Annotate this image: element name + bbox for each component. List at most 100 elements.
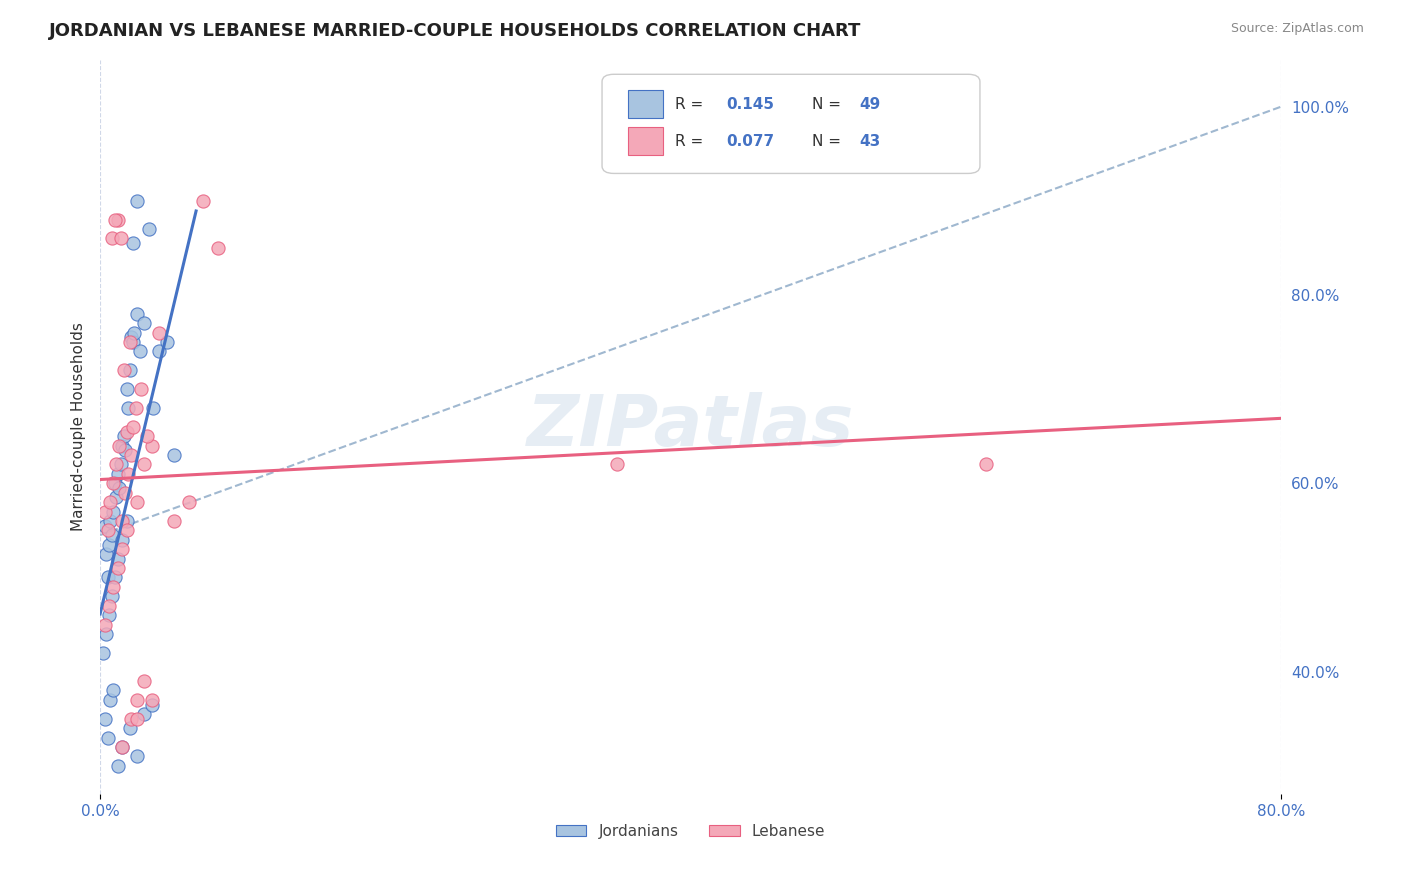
Point [115, 524, 138, 538]
Point [148, 326, 170, 340]
Point [103, 504, 125, 518]
Point [974, 458, 997, 472]
Point [96, 524, 118, 538]
FancyBboxPatch shape [602, 74, 980, 173]
Bar [628, 90, 664, 119]
Text: 49: 49 [859, 97, 880, 112]
Point [115, 425, 138, 439]
Bar [628, 128, 664, 155]
Point [114, 443, 136, 458]
Point [111, 533, 134, 547]
Point [94, 627, 117, 641]
Point [107, 758, 129, 772]
Point [141, 693, 163, 707]
Point [155, 334, 177, 349]
Point [125, 307, 148, 321]
Point [125, 693, 148, 707]
Point [148, 344, 170, 359]
Point [111, 514, 134, 528]
Point [108, 481, 131, 495]
Point [125, 194, 148, 208]
Point [98, 537, 121, 551]
Point [111, 739, 134, 754]
Point [103, 580, 125, 594]
Point [134, 673, 156, 688]
Point [101, 528, 124, 542]
Point [142, 401, 165, 415]
Point [107, 551, 129, 566]
Text: 0.145: 0.145 [725, 97, 775, 112]
Text: Source: ZipAtlas.com: Source: ZipAtlas.com [1230, 22, 1364, 36]
Point [93, 518, 115, 533]
Text: ZIPatlas: ZIPatlas [527, 392, 855, 461]
Point [177, 495, 200, 509]
Point [163, 514, 186, 528]
Point [115, 514, 138, 528]
Point [101, 231, 124, 245]
Point [141, 439, 163, 453]
Text: R =: R = [675, 134, 709, 149]
Point [94, 547, 117, 561]
Point [129, 344, 152, 359]
Point [100, 693, 122, 707]
Point [103, 683, 125, 698]
Point [98, 608, 121, 623]
Point [121, 334, 143, 349]
Point [108, 439, 131, 453]
Point [91, 646, 114, 660]
Point [100, 495, 122, 509]
Point [111, 739, 134, 754]
Point [104, 212, 127, 227]
Point [141, 698, 163, 712]
Text: N =: N = [813, 134, 846, 149]
Point [93, 617, 115, 632]
Text: 0.077: 0.077 [725, 134, 775, 149]
Point [98, 599, 121, 613]
Legend: Jordanians, Lebanese: Jordanians, Lebanese [550, 818, 831, 845]
Point [118, 363, 141, 377]
Point [103, 476, 125, 491]
Point [93, 712, 115, 726]
Point [93, 504, 115, 518]
Point [125, 495, 148, 509]
Point [134, 706, 156, 721]
Point [114, 485, 136, 500]
Text: R =: R = [675, 97, 709, 112]
Point [96, 570, 118, 584]
Point [117, 401, 139, 415]
Point [124, 401, 146, 415]
Point [117, 467, 139, 481]
Point [105, 491, 128, 505]
Point [121, 419, 143, 434]
Point [112, 363, 135, 377]
Point [125, 749, 148, 764]
Point [111, 542, 134, 557]
Point [101, 589, 124, 603]
Point [110, 231, 132, 245]
Point [134, 458, 156, 472]
Point [136, 429, 159, 443]
Point [111, 439, 134, 453]
Point [138, 222, 160, 236]
Point [120, 448, 142, 462]
Point [118, 721, 141, 735]
Point [107, 467, 129, 481]
Point [122, 326, 145, 340]
Point [134, 316, 156, 330]
Point [118, 334, 141, 349]
Point [193, 194, 215, 208]
Point [120, 330, 142, 344]
Y-axis label: Married-couple Households: Married-couple Households [72, 322, 86, 532]
Point [112, 429, 135, 443]
Point [125, 712, 148, 726]
Point [120, 712, 142, 726]
Point [104, 570, 127, 584]
Point [606, 458, 628, 472]
Point [163, 448, 186, 462]
Point [107, 212, 129, 227]
Point [115, 382, 138, 396]
Text: 43: 43 [859, 134, 880, 149]
Text: N =: N = [813, 97, 846, 112]
Text: JORDANIAN VS LEBANESE MARRIED-COUPLE HOUSEHOLDS CORRELATION CHART: JORDANIAN VS LEBANESE MARRIED-COUPLE HOU… [49, 22, 862, 40]
Point [121, 236, 143, 251]
